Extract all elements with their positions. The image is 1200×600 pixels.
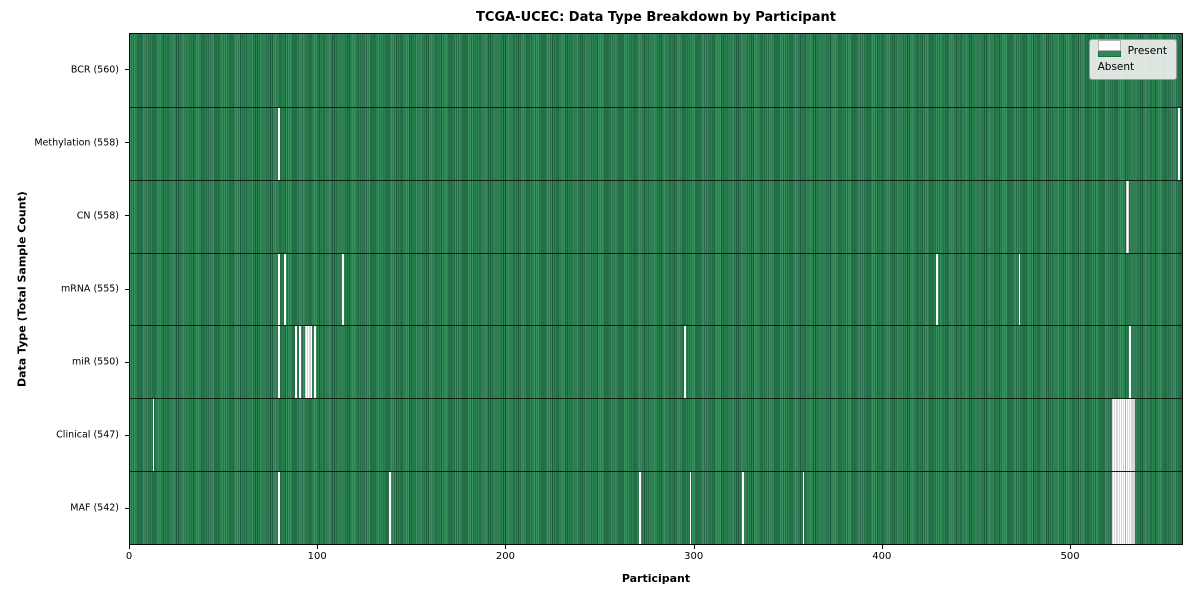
y-tick-label: MAF (542) <box>70 502 119 514</box>
heatmap-row <box>130 252 1182 326</box>
absent-marker <box>278 326 281 399</box>
x-tick-label: 0 <box>125 551 133 562</box>
y-tick-label: CN (558) <box>76 210 119 222</box>
y-tick-mark <box>125 507 129 509</box>
heatmap-row <box>130 106 1182 180</box>
absent-marker <box>1112 472 1135 544</box>
y-tick-mark <box>125 215 129 217</box>
x-tick-label: 500 <box>1060 551 1080 562</box>
absent-marker <box>304 326 312 399</box>
absent-marker <box>742 472 745 544</box>
y-axis: BCR (560) Methylation (558) CN (558) mRNA (… <box>0 33 129 545</box>
y-tick-label: miR (550) <box>71 356 119 368</box>
absent-marker <box>295 326 297 399</box>
absent-marker <box>389 472 391 544</box>
x-tick-mark <box>129 545 130 549</box>
absent-marker <box>278 472 281 544</box>
x-tick-label: 100 <box>307 551 327 562</box>
absent-marker <box>278 253 281 326</box>
heatmap-row <box>130 179 1182 253</box>
heatmap-row <box>130 34 1182 107</box>
x-tick-mark <box>1070 545 1072 549</box>
absent-marker <box>342 253 344 326</box>
legend-label: Present <box>1127 45 1167 58</box>
y-tick-mark <box>125 69 129 71</box>
absent-marker <box>639 472 641 544</box>
absent-swatch-icon <box>1097 40 1121 51</box>
x-tick-mark <box>881 545 883 549</box>
heatmap-row <box>130 471 1182 544</box>
x-axis-label: Participant <box>621 572 691 585</box>
y-tick-mark <box>125 142 129 144</box>
x-tick-mark <box>505 545 507 549</box>
absent-marker <box>1178 107 1180 180</box>
y-tick-label: Methylation (558) <box>34 137 119 149</box>
x-axis: 0 100 200 300 400 500 <box>125 545 1183 569</box>
absent-marker <box>802 472 805 544</box>
absent-marker <box>284 253 286 326</box>
axes <box>129 33 1183 545</box>
x-tick-label: 300 <box>684 551 704 562</box>
absent-marker <box>1129 326 1132 399</box>
chart-title: TCGA-UCEC: Data Type Breakdown by Partic… <box>476 10 836 25</box>
x-tick-mark <box>693 545 695 549</box>
y-tick-mark <box>125 434 129 436</box>
absent-marker <box>689 472 692 544</box>
absent-marker <box>1112 399 1135 472</box>
legend: Present Absent <box>1088 39 1177 80</box>
absent-marker <box>1125 180 1130 253</box>
legend-entry-absent: Absent <box>1097 40 1167 73</box>
y-tick-label: BCR (560) <box>70 64 119 76</box>
x-tick-label: 400 <box>872 551 892 562</box>
absent-marker <box>278 107 281 180</box>
absent-marker <box>935 253 938 326</box>
absent-marker <box>299 326 301 399</box>
y-tick-mark <box>125 361 129 363</box>
absent-marker <box>152 399 155 472</box>
heatmap-row <box>130 325 1182 399</box>
x-tick-mark <box>317 545 319 549</box>
absent-marker <box>684 326 686 399</box>
y-tick-label: mRNA (555) <box>60 283 119 295</box>
y-tick-label: Clinical (547) <box>56 429 119 441</box>
absent-marker <box>314 326 316 399</box>
absent-marker <box>1018 253 1021 326</box>
legend-label: Absent <box>1097 61 1135 73</box>
y-tick-mark <box>125 288 129 290</box>
x-tick-label: 200 <box>495 551 515 562</box>
heatmap-row <box>130 398 1182 472</box>
